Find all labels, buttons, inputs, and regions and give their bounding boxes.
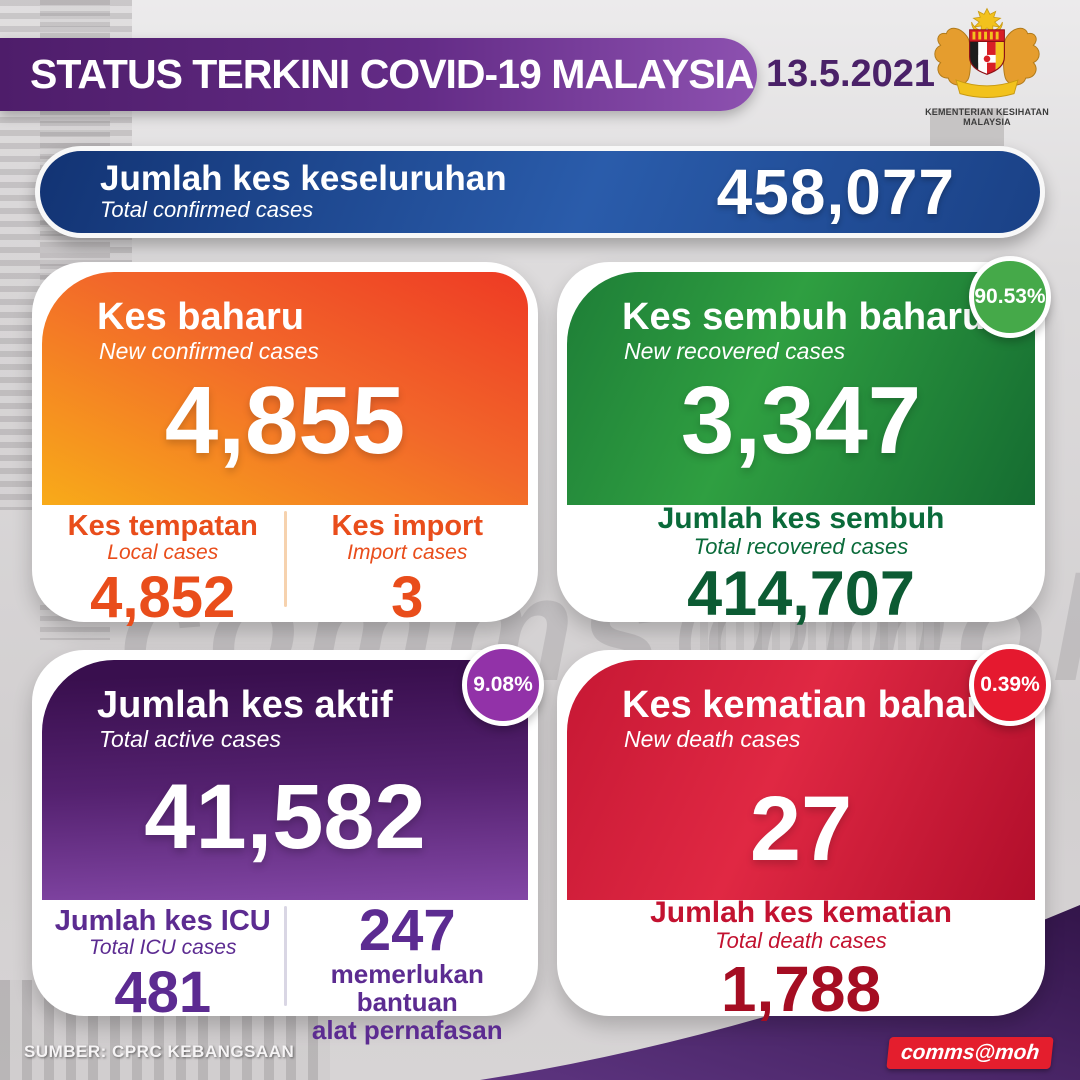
malaysia-coat-of-arms-logo [934,7,1040,98]
icu-sublabel: Total ICU cases [89,936,237,960]
deaths-total-value: 1,788 [720,952,882,1025]
new-cases-title: Kes baharu [97,296,304,338]
active-header: Jumlah kes aktif Total active cases 41,5… [42,660,528,900]
recovered-subtitle: New recovered cases [624,337,846,364]
deaths-header: Kes kematian baharu New death cases 27 [567,660,1035,900]
ventilator-value: 247 [358,898,456,963]
total-cases-value: 458,077 [716,156,955,228]
icu-block: Jumlah kes ICU Total ICU cases 481 [42,900,284,1021]
recovered-total-block: Jumlah kes sembuh Total recovered cases … [567,502,1035,625]
deaths-card: Kes kematian baharu New death cases 27 0… [557,644,1051,1021]
new-cases-card: Kes baharu New confirmed cases 4,855 Kes… [32,262,538,626]
page-title: STATUS TERKINI COVID-19 MALAYSIA [30,51,755,97]
icu-label: Jumlah kes ICU [54,905,271,937]
import-cases-sublabel: Import cases [347,541,468,565]
ministry-name: KEMENTERIAN KESIHATAN MALAYSIA [925,107,1049,127]
import-cases-value: 3 [391,564,424,630]
ministry-logo-block: KEMENTERIAN KESIHATAN MALAYSIA [912,6,1062,127]
ventilator-label-line2: alat pernafasan [311,1015,503,1046]
recovered-rate-badge: 90.53% [969,256,1051,338]
background-building [930,108,1004,146]
recovered-header: Kes sembuh baharu New recovered cases 3,… [567,272,1035,505]
deaths-subtitle: New death cases [624,725,801,752]
deaths-rate-badge: 0.39% [969,644,1051,726]
ventilator-block: 247 memerlukan bantuan alat pernafasan [287,898,529,1045]
new-cases-subtitle: New confirmed cases [99,337,319,364]
active-breakdown: Jumlah kes ICU Total ICU cases 481 247 m… [42,898,529,1045]
local-cases-sublabel: Local cases [107,541,219,565]
recovered-total-label: Jumlah kes sembuh [657,502,945,536]
comms-moh-badge: comms@moh [885,1037,1054,1069]
total-cases-title: Jumlah kes keseluruhan [100,158,507,198]
deaths-total-sublabel: Total death cases [715,927,887,953]
active-value: 41,582 [144,765,426,868]
new-cases-header: Kes baharu New confirmed cases 4,855 [42,272,528,505]
total-cases-labels: Jumlah kes keseluruhan Total confirmed c… [40,158,507,224]
report-date: 13.5.2021 [766,53,936,95]
header-banner: STATUS TERKINI COVID-19 MALAYSIA [0,38,757,111]
deaths-value: 27 [749,777,853,880]
active-rate-badge: 9.08% [462,644,544,726]
new-cases-value: 4,855 [164,366,406,474]
recovered-total-value: 414,707 [687,558,915,629]
recovered-card: Kes sembuh baharu New recovered cases 3,… [557,256,1051,625]
deaths-total-block: Jumlah kes kematian Total death cases 1,… [567,896,1035,1021]
deaths-title: Kes kematian baharu [622,684,1005,726]
divider [283,511,287,607]
import-cases-block: Kes import Import cases 3 [287,505,529,626]
total-cases-banner: Jumlah kes keseluruhan Total confirmed c… [35,146,1045,238]
source-attribution: SUMBER: CPRC KEBANGSAAN [24,1042,295,1061]
local-cases-block: Kes tempatan Local cases 4,852 [42,505,284,626]
active-subtitle: Total active cases [99,725,281,752]
recovered-total-sublabel: Total recovered cases [693,533,909,559]
active-cases-card: Jumlah kes aktif Total active cases 41,5… [32,644,544,1045]
new-cases-breakdown: Kes tempatan Local cases 4,852 Kes impor… [42,505,529,626]
recovered-title: Kes sembuh baharu [622,296,986,338]
recovered-value: 3,347 [680,366,922,474]
local-cases-value: 4,852 [90,564,236,630]
ventilator-label-line1: memerlukan bantuan [330,959,484,1018]
divider [283,906,287,1006]
local-cases-label: Kes tempatan [67,510,258,542]
total-cases-subtitle: Total confirmed cases [100,197,314,223]
import-cases-label: Kes import [331,510,483,542]
active-title: Jumlah kes aktif [97,684,393,726]
deaths-total-label: Jumlah kes kematian [650,896,952,930]
icu-value: 481 [114,959,212,1025]
